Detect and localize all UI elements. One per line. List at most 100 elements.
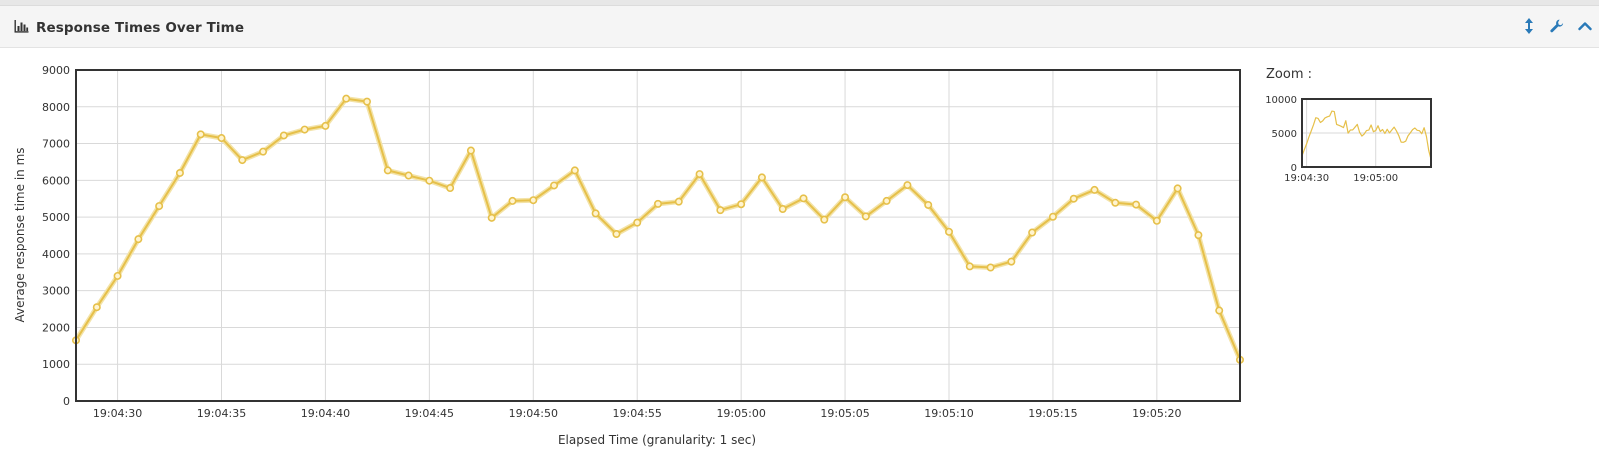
- data-point[interactable]: [841, 193, 850, 202]
- data-point[interactable]: [196, 130, 205, 139]
- data-point[interactable]: [300, 125, 309, 134]
- data-point[interactable]: [1194, 231, 1203, 240]
- data-point[interactable]: [591, 209, 600, 218]
- data-point[interactable]: [1007, 257, 1016, 266]
- plot-frame: [75, 69, 1241, 402]
- series-line: [75, 97, 1241, 361]
- x-tick-label: 19:04:35: [197, 407, 246, 420]
- x-axis-label: Elapsed Time (granularity: 1 sec): [558, 433, 756, 447]
- data-point[interactable]: [965, 262, 974, 271]
- wrench-icon[interactable]: [1549, 17, 1565, 35]
- top-strip: [0, 0, 1599, 6]
- data-point[interactable]: [383, 166, 392, 175]
- data-point[interactable]: [175, 168, 184, 177]
- data-point[interactable]: [903, 181, 912, 190]
- data-point[interactable]: [508, 196, 517, 205]
- data-point[interactable]: [404, 171, 413, 180]
- data-point[interactable]: [1069, 194, 1078, 203]
- data-point[interactable]: [695, 170, 704, 179]
- panel-title: Response Times Over Time: [36, 19, 245, 36]
- data-point[interactable]: [1132, 200, 1141, 209]
- data-point[interactable]: [1090, 185, 1099, 194]
- data-point[interactable]: [1028, 228, 1037, 237]
- y-tick-label: 6000: [42, 174, 70, 187]
- data-point[interactable]: [944, 227, 953, 236]
- data-point[interactable]: [757, 173, 766, 182]
- data-point[interactable]: [92, 303, 101, 312]
- x-tick-labels: 19:04:30 19:04:35 19:04:40 19:04:45 19:04:50…: [93, 407, 1182, 420]
- chart-series: [73, 96, 1243, 361]
- zoom-grid: [1302, 98, 1431, 168]
- zoom-x-tick-label: 19:05:00: [1353, 173, 1398, 184]
- collapse-chevron-icon[interactable]: [1577, 17, 1593, 35]
- zoom-y-tick-label: 0: [1291, 163, 1297, 174]
- data-point[interactable]: [259, 147, 268, 156]
- data-point[interactable]: [799, 194, 808, 203]
- x-tick-label: 19:05:05: [820, 407, 869, 420]
- data-point[interactable]: [674, 197, 683, 206]
- x-tick-label: 19:05:20: [1132, 407, 1181, 420]
- data-point[interactable]: [737, 200, 746, 209]
- data-point[interactable]: [362, 97, 371, 106]
- zoom-y-tick-labels: 0 5000 10000: [1265, 95, 1297, 174]
- zoom-series-line: [1301, 110, 1432, 160]
- data-point[interactable]: [217, 134, 226, 143]
- bar-chart-icon: [14, 18, 29, 37]
- data-point[interactable]: [1152, 216, 1161, 225]
- panel-title-wrap: Response Times Over Time: [14, 18, 244, 37]
- zoom-y-tick-label: 5000: [1272, 129, 1297, 140]
- zoom-frame: [1301, 98, 1432, 168]
- y-tick-label: 1000: [42, 358, 70, 371]
- data-point[interactable]: [155, 202, 164, 211]
- data-point[interactable]: [882, 196, 891, 205]
- zoom-overview-chart[interactable]: Zoom : 0 5000 10000 19:04:30 19:05:00: [1250, 60, 1450, 200]
- data-point[interactable]: [1111, 198, 1120, 207]
- data-point[interactable]: [1173, 184, 1182, 193]
- data-point[interactable]: [134, 235, 143, 244]
- data-point[interactable]: [550, 181, 559, 190]
- zoom-x-tick-labels: 19:04:30 19:05:00: [1284, 173, 1398, 184]
- data-point[interactable]: [113, 271, 122, 280]
- y-tick-label: 8000: [42, 101, 70, 114]
- resize-vertical-icon[interactable]: [1521, 17, 1537, 35]
- y-tick-label: 0: [63, 395, 70, 408]
- data-point[interactable]: [238, 156, 247, 165]
- data-point[interactable]: [1048, 212, 1057, 221]
- y-axis-label: Average response time in ms: [13, 147, 27, 322]
- data-point[interactable]: [924, 200, 933, 209]
- data-point[interactable]: [446, 184, 455, 193]
- data-point[interactable]: [612, 230, 621, 239]
- data-point[interactable]: [633, 218, 642, 227]
- data-point[interactable]: [1215, 306, 1224, 315]
- chart-points: [72, 94, 1245, 364]
- panel-header: Response Times Over Time: [0, 6, 1599, 48]
- zoom-series: [1301, 110, 1432, 160]
- data-point[interactable]: [487, 213, 496, 222]
- y-tick-label: 2000: [42, 321, 70, 334]
- data-point[interactable]: [820, 215, 829, 224]
- data-point[interactable]: [529, 196, 538, 205]
- data-point[interactable]: [861, 212, 870, 221]
- data-point[interactable]: [570, 166, 579, 175]
- data-point[interactable]: [342, 94, 351, 103]
- response-times-chart[interactable]: 0 1000 2000 3000 4000 5000 6000 7000 8000 9000 19…: [0, 48, 1260, 474]
- data-point[interactable]: [778, 205, 787, 214]
- y-tick-label: 4000: [42, 248, 70, 261]
- x-tick-label: 19:04:55: [613, 407, 662, 420]
- data-point[interactable]: [321, 121, 330, 130]
- x-tick-label: 19:05:10: [924, 407, 973, 420]
- data-point[interactable]: [716, 206, 725, 215]
- y-tick-label: 9000: [42, 64, 70, 77]
- data-point[interactable]: [425, 176, 434, 185]
- data-point[interactable]: [466, 146, 475, 155]
- y-tick-labels: 0 1000 2000 3000 4000 5000 6000 7000 8000 9000: [42, 64, 70, 408]
- zoom-y-tick-label: 10000: [1265, 95, 1297, 106]
- data-point[interactable]: [279, 131, 288, 140]
- data-point[interactable]: [653, 199, 662, 208]
- x-tick-label: 19:04:40: [301, 407, 350, 420]
- x-tick-label: 19:04:30: [93, 407, 142, 420]
- data-point[interactable]: [986, 263, 995, 272]
- series-line-shadow: [73, 96, 1243, 361]
- x-tick-label: 19:04:45: [405, 407, 454, 420]
- header-tools: [1521, 17, 1593, 35]
